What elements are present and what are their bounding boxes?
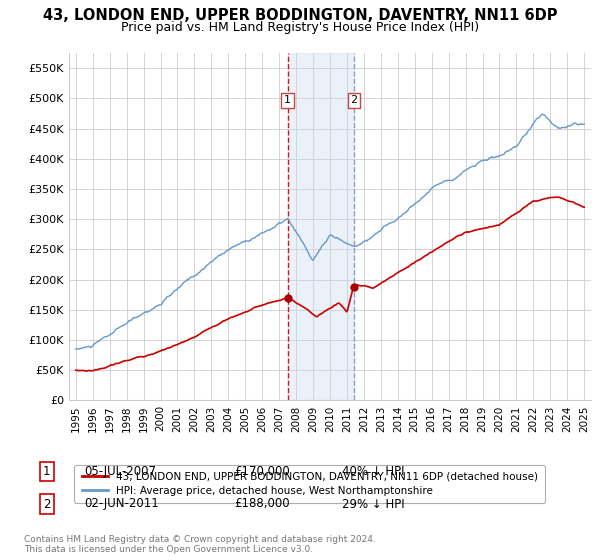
Text: £188,000: £188,000 [234,497,290,511]
Text: 2: 2 [350,95,358,105]
Legend: 43, LONDON END, UPPER BODDINGTON, DAVENTRY, NN11 6DP (detached house), HPI: Aver: 43, LONDON END, UPPER BODDINGTON, DAVENT… [74,465,545,503]
Bar [287,53,354,400]
Text: 29% ↓ HPI: 29% ↓ HPI [342,497,404,511]
Text: Price paid vs. HM Land Registry's House Price Index (HPI): Price paid vs. HM Land Registry's House … [121,21,479,34]
Text: Contains HM Land Registry data © Crown copyright and database right 2024.
This d: Contains HM Land Registry data © Crown c… [24,535,376,554]
Text: 40% ↓ HPI: 40% ↓ HPI [342,465,404,478]
Text: 1: 1 [43,465,50,478]
Text: 05-JUL-2007: 05-JUL-2007 [84,465,156,478]
Text: £170,000: £170,000 [234,465,290,478]
Text: 43, LONDON END, UPPER BODDINGTON, DAVENTRY, NN11 6DP: 43, LONDON END, UPPER BODDINGTON, DAVENT… [43,8,557,24]
Text: 02-JUN-2011: 02-JUN-2011 [84,497,159,511]
Text: 1: 1 [284,95,291,105]
Text: 2: 2 [43,497,50,511]
